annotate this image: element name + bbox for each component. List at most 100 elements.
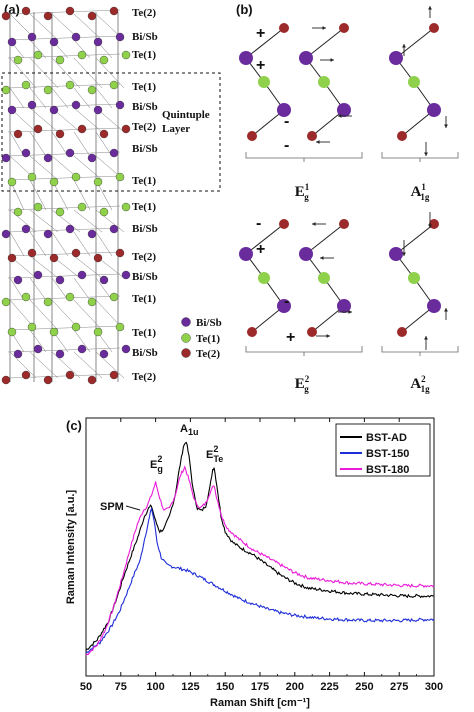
atom-te2 bbox=[121, 124, 131, 134]
crystal-structure bbox=[1, 6, 131, 385]
phonon-atom-te1 bbox=[408, 76, 420, 88]
atom-bisb bbox=[21, 148, 31, 158]
atom-bisb bbox=[77, 344, 87, 354]
atom-te1 bbox=[109, 292, 119, 302]
charge-sign: - bbox=[256, 215, 261, 232]
phonon-atom-bisb bbox=[239, 51, 253, 65]
phonon-atom-bisb bbox=[299, 51, 313, 65]
atom-bisb bbox=[77, 270, 87, 280]
phonon-atom-te2 bbox=[279, 23, 289, 33]
legend-swatch bbox=[181, 348, 191, 358]
phonon-atom-te2 bbox=[429, 23, 439, 33]
charge-sign: + bbox=[256, 241, 265, 258]
atom-te1 bbox=[13, 207, 23, 217]
atom-bisb bbox=[87, 153, 97, 163]
crystal-bond bbox=[29, 87, 47, 109]
plot-frame bbox=[85, 417, 435, 677]
atom-bisb bbox=[93, 105, 103, 115]
crystal-bond bbox=[51, 277, 69, 301]
crystal-rail bbox=[7, 35, 121, 41]
legend-label: Te(2) bbox=[196, 348, 220, 360]
crystal-bond bbox=[29, 39, 47, 59]
mode-bracket bbox=[245, 152, 363, 162]
crystal-bond bbox=[73, 255, 103, 279]
crystal-bond bbox=[95, 131, 113, 157]
crystal-bond bbox=[51, 231, 69, 257]
atom-bisb bbox=[121, 270, 131, 280]
atom-te1 bbox=[55, 207, 65, 217]
atom-te1 bbox=[115, 322, 125, 332]
arrow-head bbox=[338, 114, 342, 118]
atom-te2 bbox=[109, 370, 119, 380]
atom-te2 bbox=[65, 6, 75, 16]
layer-label: Te(1) bbox=[132, 201, 156, 213]
phonon-atom-te2 bbox=[339, 23, 349, 33]
arrow-head bbox=[316, 140, 320, 144]
legend-entry: BST-150 bbox=[366, 448, 409, 460]
atom-te1 bbox=[121, 202, 131, 212]
atom-te1 bbox=[27, 322, 37, 332]
atom-bisb bbox=[7, 37, 17, 47]
crystal-bond bbox=[29, 155, 59, 181]
crystal-bond bbox=[73, 209, 103, 233]
atom-te1 bbox=[49, 177, 59, 187]
atom-te2 bbox=[1, 11, 11, 21]
layer-label: Bi/Sb bbox=[132, 271, 158, 283]
crystal-rail bbox=[7, 347, 121, 353]
atom-te2 bbox=[21, 370, 31, 380]
phonon-atom-te2 bbox=[307, 131, 317, 141]
crystal-bond bbox=[9, 87, 25, 109]
atom-te1 bbox=[65, 292, 75, 302]
atom-bisb bbox=[71, 100, 81, 110]
crystal-bond bbox=[51, 57, 81, 89]
atom-bisb bbox=[93, 37, 103, 47]
atom-te1 bbox=[87, 85, 97, 95]
crystal-rail bbox=[7, 53, 121, 59]
phonon-atom-bisb bbox=[427, 299, 441, 313]
mode-bracket bbox=[381, 346, 459, 356]
x-axis-title: Raman Shift [cm⁻¹] bbox=[210, 697, 310, 709]
atom-te1 bbox=[7, 177, 17, 187]
peak-annotation-0: SPM bbox=[100, 501, 124, 513]
peak-annotation-1: E2 g bbox=[150, 454, 163, 474]
atom-bisb bbox=[1, 153, 11, 163]
atom-te1 bbox=[115, 172, 125, 182]
crystal-bond bbox=[29, 255, 59, 279]
atom-bisb bbox=[55, 275, 65, 285]
atom-bisb bbox=[33, 270, 43, 280]
layer-label: Te(2) bbox=[132, 121, 156, 133]
mode-bracket bbox=[381, 152, 459, 162]
chart-legend bbox=[335, 423, 431, 477]
phonon-atom-te2 bbox=[429, 219, 439, 229]
crystal-rail bbox=[7, 127, 121, 133]
atom-bisb bbox=[13, 275, 23, 285]
panel-b-label: (b) bbox=[236, 2, 253, 17]
atom-bisb bbox=[43, 229, 53, 239]
phonon-atom-te1 bbox=[408, 272, 420, 284]
phonon-bond bbox=[305, 27, 345, 59]
atom-te2 bbox=[109, 6, 119, 16]
crystal-bond bbox=[95, 231, 113, 257]
atom-te1 bbox=[71, 172, 81, 182]
arrow-head bbox=[424, 152, 428, 156]
crystal-bond bbox=[73, 277, 91, 301]
crystal-bond bbox=[73, 107, 103, 133]
crystal-rail bbox=[7, 103, 121, 109]
atom-bisb bbox=[33, 344, 43, 354]
mode-bracket bbox=[245, 346, 363, 356]
atom-bisb bbox=[121, 344, 131, 354]
atom-bisb bbox=[109, 224, 119, 234]
atom-bisb bbox=[109, 148, 119, 158]
phonon-atom-te2 bbox=[397, 131, 407, 141]
atom-te1 bbox=[121, 50, 131, 60]
atom-te2 bbox=[71, 248, 81, 258]
atom-bisb bbox=[49, 105, 59, 115]
crystal-bond bbox=[73, 87, 91, 109]
atom-bisb bbox=[49, 37, 59, 47]
crystal-bond bbox=[73, 351, 103, 379]
arrow-head bbox=[312, 222, 316, 226]
atom-bisb bbox=[65, 148, 75, 158]
atom-te2 bbox=[13, 129, 23, 139]
atom-bisb bbox=[7, 105, 17, 115]
crystal-bond bbox=[29, 179, 47, 211]
